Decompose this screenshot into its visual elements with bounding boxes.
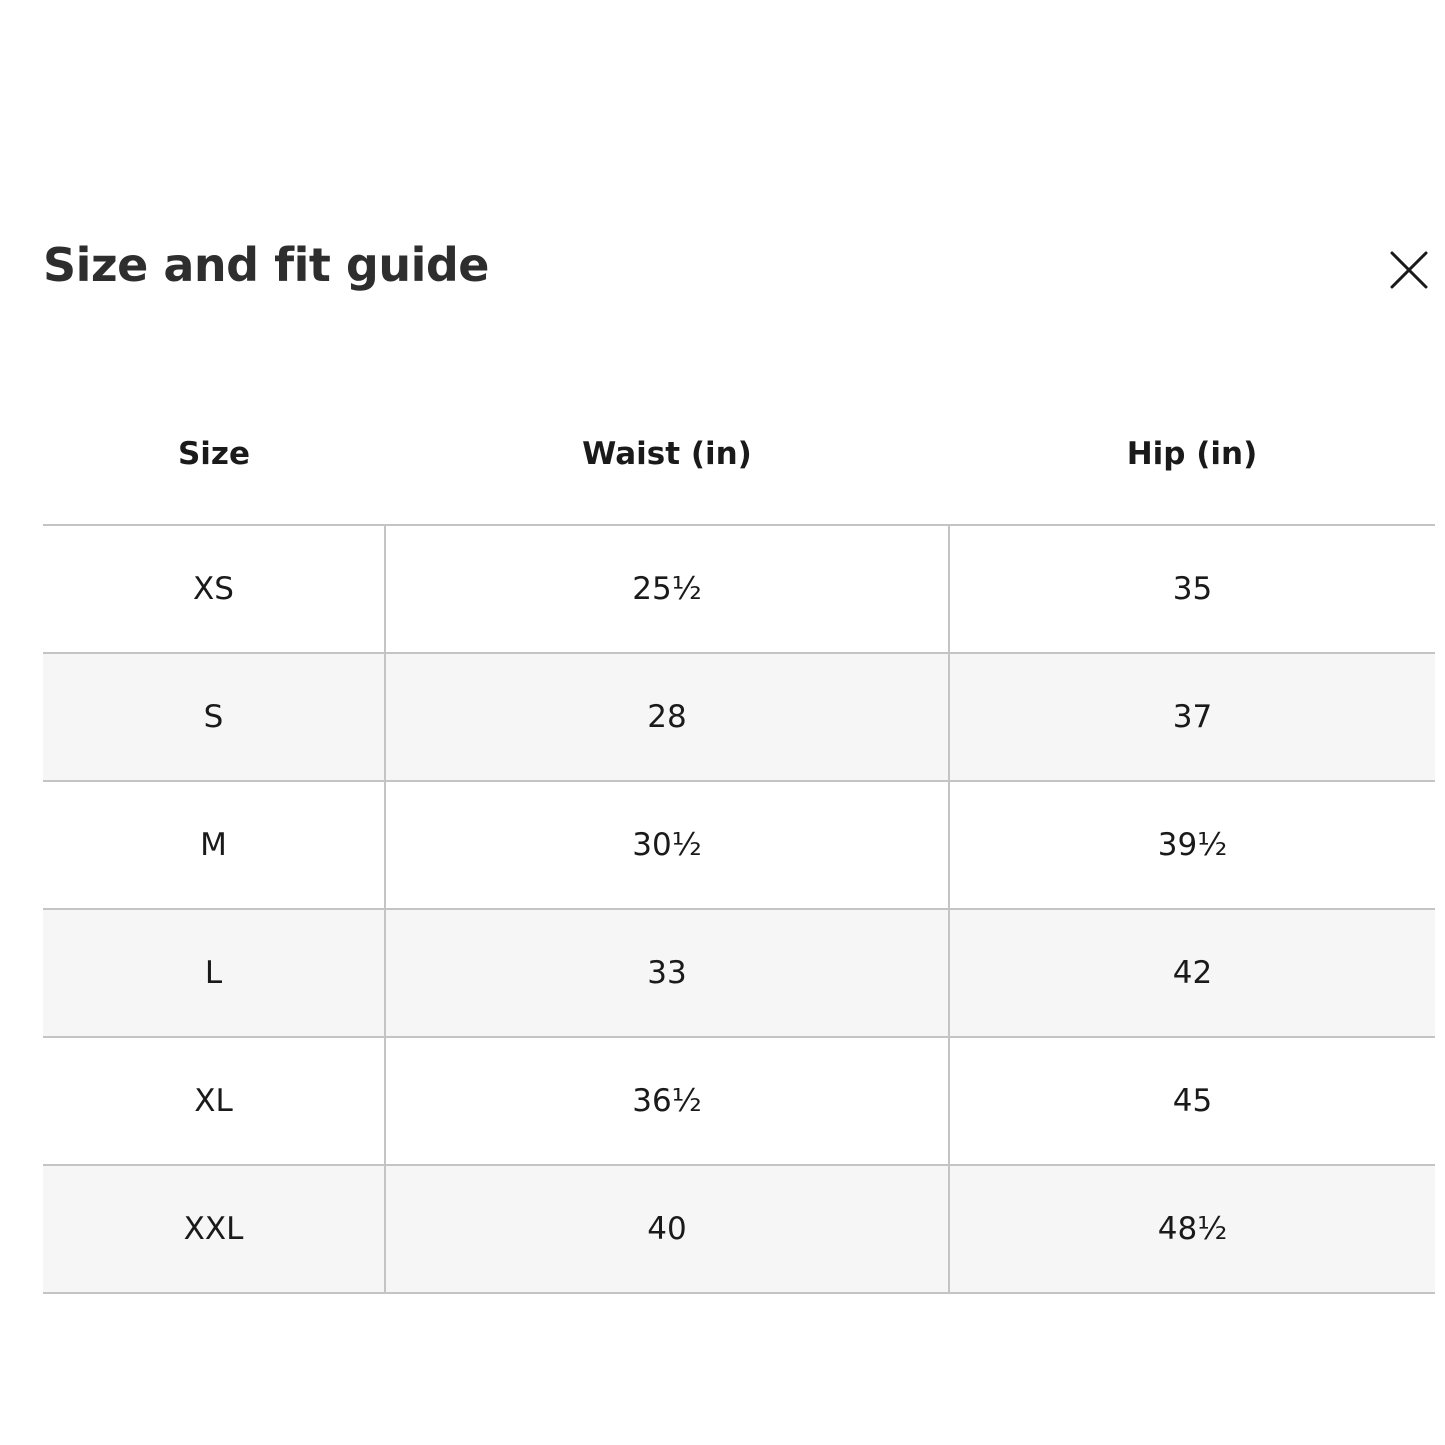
- waist-cell: 30½: [384, 780, 949, 909]
- hip-cell: 37: [948, 652, 1435, 781]
- header-size: Size: [177, 435, 251, 472]
- table-row: L 33 42: [43, 908, 1435, 1037]
- hip-cell: 35: [948, 524, 1435, 653]
- dialog-title: Size and fit guide: [43, 238, 489, 292]
- table-row: XL 36½ 45: [43, 1036, 1435, 1165]
- header-hip: Hip (in): [1126, 435, 1258, 472]
- header-waist: Waist (in): [582, 435, 752, 472]
- table-row: M 30½ 39½: [43, 780, 1435, 909]
- size-cell: S: [43, 652, 385, 781]
- close-button[interactable]: [1388, 250, 1430, 290]
- waist-cell: 33: [384, 908, 949, 1037]
- table-row: XS 25½ 35: [43, 524, 1435, 653]
- table-row: S 28 37: [43, 652, 1435, 781]
- hip-cell: 39½: [948, 780, 1435, 909]
- size-cell: XS: [43, 524, 385, 653]
- waist-cell: 25½: [384, 524, 949, 653]
- size-cell: L: [43, 908, 385, 1037]
- table-header-row: Size Waist (in) Hip (in): [43, 400, 1435, 525]
- waist-cell: 28: [384, 652, 949, 781]
- waist-cell: 40: [384, 1164, 949, 1294]
- hip-cell: 45: [948, 1036, 1435, 1165]
- waist-cell: 36½: [384, 1036, 949, 1165]
- close-x-icon: [1390, 251, 1428, 289]
- size-chart-table: Size Waist (in) Hip (in) XS 25½ 35 S 28 37 M 30…: [43, 400, 1435, 1294]
- size-cell: M: [43, 780, 385, 909]
- size-cell: XL: [43, 1036, 385, 1165]
- table-row: XXL 40 48½: [43, 1164, 1435, 1294]
- size-cell: XXL: [43, 1164, 385, 1294]
- hip-cell: 42: [948, 908, 1435, 1037]
- hip-cell: 48½: [948, 1164, 1435, 1294]
